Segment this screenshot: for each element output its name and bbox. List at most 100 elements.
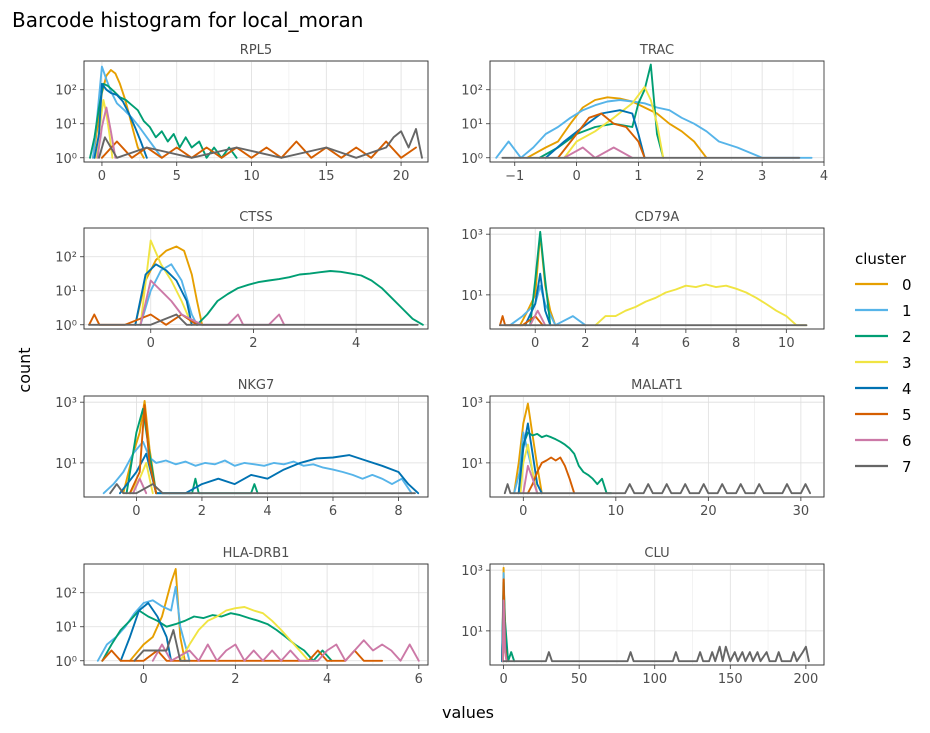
panel-frame	[489, 60, 825, 163]
panel-border	[83, 395, 429, 498]
series-line-cluster-6	[96, 106, 117, 159]
series-line-cluster-2	[538, 63, 665, 159]
series-line-cluster-1	[139, 263, 198, 326]
y-tick-label: 10¹	[55, 621, 77, 636]
x-tick-label: 0	[499, 672, 507, 687]
panel-title: TRAC	[639, 43, 674, 58]
y-tick-label: 10⁰	[55, 655, 77, 670]
series-line-cluster-7	[503, 483, 812, 495]
legend-item-4: 4	[855, 380, 912, 398]
x-tick-label: 2	[231, 672, 239, 687]
x-tick-label: 10	[243, 169, 260, 184]
series-line-cluster-4	[517, 422, 543, 495]
series-line-cluster-1	[92, 65, 163, 159]
panel-rpl5: RPL5 0 5 10 15 20 10⁰ 10¹ 10²	[55, 43, 429, 184]
series-line-cluster-1	[102, 440, 413, 495]
series-line-cluster-2	[529, 230, 552, 327]
panel-title: HLA-DRB1	[223, 546, 290, 561]
series-line-cluster-4	[119, 452, 420, 495]
series-line-cluster-5	[526, 456, 576, 495]
series-line-cluster-3	[128, 461, 154, 495]
series-line-cluster-3	[139, 239, 193, 326]
y-tick-label: 10¹	[461, 289, 483, 304]
x-tick-label: 2	[696, 169, 704, 184]
y-tick-label: 10¹	[461, 118, 483, 133]
series-line-cluster-6	[529, 309, 547, 327]
series-line-cluster-5	[128, 404, 158, 495]
panel-title: CD79A	[635, 210, 680, 225]
y-tick-label: 10¹	[55, 285, 77, 300]
y-tick-label: 10³	[461, 396, 483, 411]
panel-border	[489, 395, 825, 498]
panel-border	[83, 563, 429, 666]
series-line-cluster-6	[151, 639, 420, 662]
x-tick-label: 6	[415, 672, 423, 687]
panel-frame	[83, 60, 429, 163]
panel-title: RPL5	[240, 43, 272, 58]
panel-title: CLU	[644, 546, 669, 561]
y-tick-label: 10¹	[461, 457, 483, 472]
x-tick-label: 0	[98, 169, 106, 184]
x-tick-label: 6	[329, 504, 337, 519]
x-tick-label: 0	[531, 336, 539, 351]
panel-frame	[489, 395, 825, 498]
series-line-cluster-7	[88, 313, 419, 326]
x-tick-label: 0	[139, 672, 147, 687]
y-tick-label: 10⁰	[461, 152, 483, 167]
legend-item-2: 2	[855, 328, 912, 346]
legend-item-6: 6	[855, 432, 912, 450]
series-line-cluster-4	[93, 82, 148, 159]
x-tick-label: 4	[323, 672, 331, 687]
series-line-cluster-4	[544, 109, 646, 159]
panel-cd79a: CD79A 0 2 4 6 8 10 10¹ 10³	[461, 210, 825, 351]
series-line-cluster-4	[524, 272, 552, 327]
panel-border	[83, 60, 429, 163]
y-tick-label: 10³	[461, 228, 483, 243]
series-line-cluster-2	[89, 82, 238, 159]
x-tick-label: 0	[132, 504, 140, 519]
panel-malat1: MALAT1 0 10 20 30 10¹ 10³	[461, 378, 825, 519]
x-tick-label: 30	[793, 504, 810, 519]
x-tick-label: 2	[581, 336, 589, 351]
legend-label: 5	[902, 406, 912, 424]
panel-border	[83, 227, 429, 330]
x-tick-label: 6	[682, 336, 690, 351]
series-line-cluster-7	[98, 128, 423, 159]
x-tick-label: 4	[352, 336, 360, 351]
panel-hla-drb1: HLA-DRB1 0 2 4 6 10⁰ 10¹ 10²	[55, 546, 429, 687]
panel-title: NKG7	[238, 378, 275, 393]
x-tick-label: 4	[632, 336, 640, 351]
legend-label: 1	[902, 302, 912, 320]
x-tick-label: 15	[318, 169, 335, 184]
y-tick-label: 10³	[55, 396, 77, 411]
legend-item-1: 1	[855, 302, 912, 320]
chart-title: Barcode histogram for local_moran	[12, 8, 363, 32]
panel-border	[489, 60, 825, 163]
y-tick-label: 10²	[461, 84, 483, 99]
series-line-cluster-0	[134, 245, 204, 326]
x-tick-label: 8	[732, 336, 740, 351]
series-line-cluster-6	[501, 599, 508, 663]
y-tick-label: 10²	[55, 587, 77, 602]
legend-item-7: 7	[855, 458, 912, 476]
x-tick-label: 20	[700, 504, 717, 519]
x-tick-label: 0	[519, 504, 527, 519]
x-tick-label: 50	[571, 672, 588, 687]
y-tick-label: 10²	[55, 84, 77, 99]
y-tick-label: 10¹	[55, 457, 77, 472]
series-line-cluster-7	[502, 645, 810, 663]
legend-label: 7	[902, 458, 912, 476]
x-axis-title: values	[442, 703, 494, 722]
series-line-cluster-5	[557, 112, 646, 159]
x-tick-label: 20	[393, 169, 410, 184]
x-tick-label: 200	[793, 672, 818, 687]
panel-nkg7: NKG7 0 2 4 6 8 10¹ 10³	[55, 378, 429, 519]
legend-label: 4	[902, 380, 912, 398]
panel-border	[489, 227, 825, 330]
legend-label: 6	[902, 432, 912, 450]
series-line-cluster-6	[522, 464, 539, 495]
y-tick-label: 10³	[461, 564, 483, 579]
legend-item-0: 0	[855, 276, 912, 294]
series-line-cluster-1	[495, 99, 813, 159]
